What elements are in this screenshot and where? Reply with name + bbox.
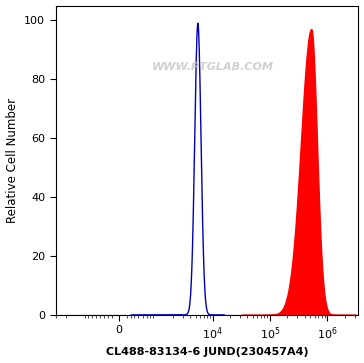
Text: WWW.PTGLAB.COM: WWW.PTGLAB.COM [152,62,274,73]
Y-axis label: Relative Cell Number: Relative Cell Number [5,98,19,223]
X-axis label: CL488-83134-6 JUND(230457A4): CL488-83134-6 JUND(230457A4) [106,347,308,358]
